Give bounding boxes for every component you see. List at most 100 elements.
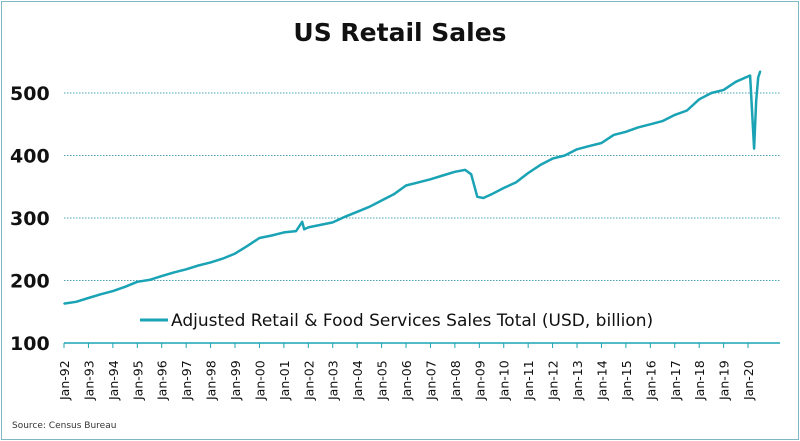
data-point — [331, 221, 334, 224]
data-point — [755, 99, 757, 102]
data-point — [612, 134, 615, 136]
x-tick-label: Jan-17 — [668, 360, 683, 401]
x-tick-label: Jan-13 — [570, 360, 585, 401]
data-point — [303, 228, 306, 231]
data-point — [527, 172, 529, 174]
data-point — [124, 285, 126, 288]
x-tick-label: Jan-12 — [546, 360, 561, 401]
data-point — [148, 279, 151, 281]
data-point — [258, 237, 261, 239]
y-tick-label: 100 — [10, 333, 50, 355]
data-point — [637, 126, 639, 129]
data-point — [344, 215, 346, 218]
x-tick-label: Jan-04 — [350, 360, 365, 401]
data-point — [698, 98, 700, 101]
data-point — [173, 271, 175, 274]
data-point — [221, 257, 224, 260]
data-point — [588, 145, 591, 147]
data-point — [722, 89, 725, 91]
data-point — [735, 80, 737, 83]
data-point — [476, 195, 479, 198]
data-point — [464, 169, 466, 171]
data-point — [246, 245, 249, 247]
x-tick-label: Jan-19 — [717, 360, 732, 401]
data-point — [661, 120, 664, 122]
data-point — [429, 178, 432, 181]
x-tick-label: Jan-96 — [155, 360, 170, 401]
x-tick-label: Jan-03 — [326, 360, 341, 401]
data-point — [301, 220, 303, 223]
series-line — [63, 70, 762, 305]
x-tick-label: Jan-95 — [130, 360, 145, 401]
data-point — [63, 302, 65, 305]
data-point — [564, 154, 566, 157]
source-note: Source: Census Bureau — [12, 421, 117, 431]
data-point — [759, 70, 762, 72]
data-point — [710, 92, 713, 94]
y-tick-label: 500 — [10, 83, 50, 105]
data-point — [99, 293, 102, 296]
x-tick-label: Jan-07 — [423, 360, 438, 401]
data-point — [356, 210, 358, 213]
x-tick-label: Jan-06 — [399, 360, 414, 401]
data-point — [454, 170, 456, 173]
x-tick-label: Jan-02 — [301, 360, 316, 401]
x-tick-label: Jan-97 — [179, 360, 194, 401]
x-tick-label: Jan-09 — [472, 360, 487, 401]
x-tick-label: Jan-05 — [375, 360, 390, 401]
x-tick-label: Jan-93 — [81, 360, 96, 401]
data-point — [234, 252, 236, 255]
x-tick-label: Jan-99 — [228, 360, 243, 401]
data-point — [307, 226, 310, 229]
x-tick-label: Jan-92 — [57, 360, 72, 401]
chart-title: US Retail Sales — [293, 18, 507, 47]
data-point — [625, 130, 627, 133]
data-point — [136, 280, 139, 283]
data-point — [515, 181, 517, 184]
data-point — [482, 197, 485, 199]
data-point — [600, 142, 603, 144]
data-point — [749, 74, 751, 77]
x-tick-label: Jan-98 — [204, 360, 219, 401]
x-tick-label: Jan-10 — [497, 360, 512, 401]
data-point — [686, 109, 688, 112]
x-tick-label: Jan-16 — [643, 360, 658, 401]
data-point — [757, 76, 760, 79]
data-point — [185, 268, 187, 271]
data-point — [551, 157, 554, 160]
data-point — [649, 123, 652, 126]
x-tick-label: Jan-00 — [252, 360, 267, 401]
data-point — [405, 184, 407, 187]
y-tick-label: 400 — [10, 146, 50, 168]
data-point — [539, 164, 542, 166]
data-point — [417, 181, 420, 184]
y-tick-label: 300 — [10, 208, 50, 230]
x-tick-label: Jan-15 — [619, 360, 634, 401]
data-point — [87, 297, 90, 299]
data-point — [441, 174, 444, 177]
data-point — [380, 199, 383, 202]
data-point — [270, 234, 273, 237]
x-tick-label: Jan-18 — [692, 360, 707, 401]
x-tick-label: Jan-11 — [521, 360, 536, 401]
data-point — [393, 193, 395, 196]
x-tick-label: Jan-14 — [594, 360, 609, 401]
data-point — [490, 193, 493, 196]
data-point — [75, 300, 78, 303]
data-point — [470, 173, 472, 176]
data-point — [209, 261, 212, 264]
data-point — [112, 290, 114, 292]
x-tick-label: Jan-08 — [448, 360, 463, 401]
data-point — [753, 147, 755, 150]
legend-label: Adjusted Retail & Food Services Sales To… — [171, 311, 653, 331]
data-point — [319, 224, 322, 226]
data-point — [502, 187, 505, 189]
data-point — [576, 148, 578, 151]
data-point — [283, 231, 285, 234]
x-tick-label: Jan-94 — [106, 360, 121, 401]
x-tick-label: Jan-01 — [277, 360, 292, 401]
data-point — [197, 264, 200, 267]
